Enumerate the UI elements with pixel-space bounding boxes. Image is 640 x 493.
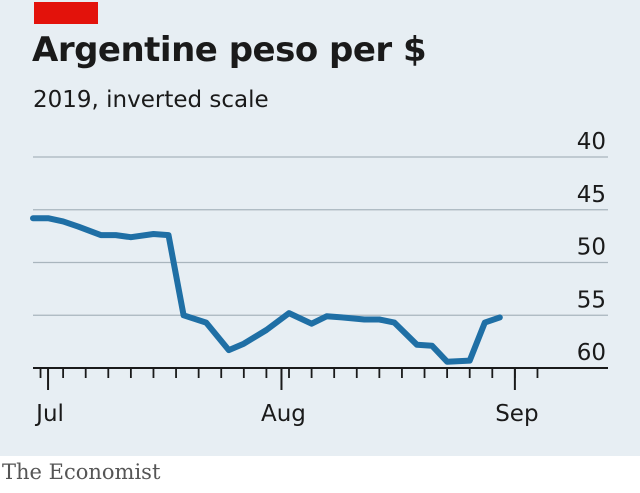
x-tick-label: Aug (261, 401, 306, 427)
x-tick-label: Jul (34, 401, 64, 427)
y-tick-label: 50 (577, 235, 606, 261)
brand-accent-bar (34, 2, 98, 24)
x-tick-label: Sep (495, 401, 538, 427)
source-credit: The Economist (2, 460, 161, 484)
y-tick-label: 55 (577, 287, 606, 313)
y-tick-label: 40 (577, 129, 606, 155)
y-tick-label: 45 (577, 182, 606, 208)
chart-title: Argentine peso per $ (32, 30, 427, 70)
series-group (30, 215, 503, 365)
y-axis-ticks: 40 45 50 55 60 (577, 129, 606, 366)
grid-lines (33, 156, 608, 316)
series-line (30, 215, 503, 365)
line-chart: 40 45 50 55 60 Jul Aug Sep (30, 129, 608, 427)
y-tick-label: 60 (577, 340, 606, 366)
chart-card: Argentine peso per $ 2019, inverted scal… (0, 0, 640, 456)
x-axis: Jul Aug Sep (33, 367, 608, 427)
chart-subtitle: 2019, inverted scale (33, 87, 269, 113)
